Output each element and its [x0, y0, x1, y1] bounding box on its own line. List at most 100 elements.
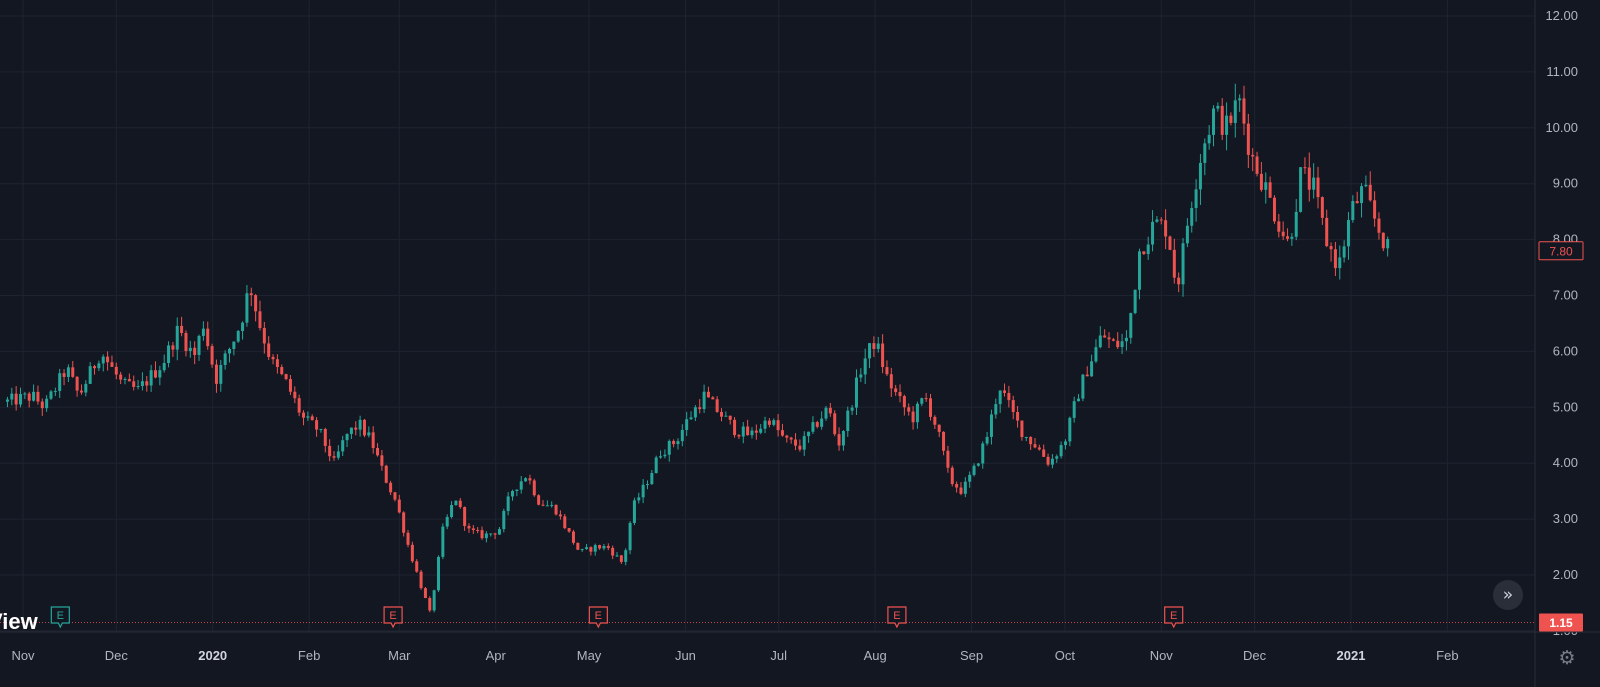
- candle-body: [1194, 189, 1198, 209]
- y-tick-label: 10.00: [1545, 120, 1578, 135]
- candle-body: [1360, 186, 1364, 204]
- candle-body: [894, 388, 898, 393]
- candle-body: [976, 463, 980, 466]
- candle-body: [367, 432, 371, 436]
- candle-body: [506, 496, 510, 511]
- candle-body: [1333, 249, 1337, 269]
- candle-body: [158, 370, 162, 378]
- candle-body: [863, 358, 867, 375]
- candle-body: [907, 407, 911, 412]
- candle-body: [807, 431, 811, 437]
- candle-body: [1098, 335, 1102, 348]
- candle-body: [1264, 182, 1268, 190]
- candle-body: [49, 391, 53, 399]
- candle-body: [1050, 458, 1054, 465]
- candle-body: [132, 381, 136, 387]
- x-tick-label: Jun: [675, 648, 696, 663]
- candle-body: [140, 381, 144, 387]
- candle-body: [1246, 123, 1250, 155]
- candle-body: [358, 419, 362, 430]
- candle-body: [689, 417, 693, 420]
- candle-body: [223, 353, 227, 365]
- candle-body: [1373, 200, 1377, 219]
- candle-body: [476, 530, 480, 532]
- candle-body: [1377, 218, 1381, 233]
- candle-body: [463, 507, 467, 526]
- candle-body: [362, 419, 366, 436]
- candle-body: [637, 497, 641, 501]
- candle-body: [297, 398, 301, 413]
- candle-body: [1277, 221, 1281, 232]
- candle-body: [201, 328, 205, 336]
- candle-body: [214, 364, 218, 384]
- candle-body: [1181, 243, 1185, 285]
- x-tick-label: Dec: [105, 648, 129, 663]
- candle-body: [1381, 232, 1385, 249]
- candle-body: [942, 431, 946, 451]
- candle-body: [458, 500, 462, 508]
- candle-body: [1268, 182, 1272, 198]
- candle-body: [480, 530, 484, 539]
- candle-body: [519, 481, 523, 490]
- candle-body: [593, 545, 597, 552]
- y-tick-label: 2.00: [1553, 567, 1578, 582]
- candle-body: [846, 410, 850, 432]
- candle-body: [167, 345, 171, 364]
- candle-body: [184, 333, 188, 351]
- candle-body: [162, 363, 166, 371]
- y-tick-label: 11.00: [1546, 64, 1578, 79]
- candle-body: [1190, 208, 1194, 226]
- candle-body: [972, 465, 976, 475]
- scroll-to-realtime-button[interactable]: »: [1493, 580, 1523, 610]
- candle-body: [1316, 177, 1320, 198]
- candle-body: [833, 413, 837, 435]
- earnings-marker-label: E: [893, 610, 900, 622]
- candle-body: [606, 546, 610, 548]
- candle-body: [32, 391, 36, 401]
- candle-body: [354, 427, 358, 430]
- gear-icon[interactable]: ⚙: [1558, 647, 1576, 669]
- candle-body: [502, 510, 506, 530]
- candle-body: [493, 533, 497, 535]
- grid: [0, 0, 1535, 632]
- candle-body: [989, 414, 993, 437]
- candle-body: [410, 544, 414, 562]
- candle-body: [1207, 134, 1211, 144]
- candle-body: [785, 435, 789, 438]
- candle-body: [1081, 374, 1085, 399]
- candle-body: [467, 525, 471, 529]
- candle-body: [824, 407, 828, 419]
- candle-body: [1299, 167, 1303, 212]
- candle-body: [585, 547, 589, 550]
- candle-body: [872, 343, 876, 349]
- candle-body: [1151, 221, 1155, 245]
- candle-body: [680, 429, 684, 442]
- candle-body: [859, 374, 863, 378]
- candle-body: [1368, 184, 1372, 201]
- earnings-marker: [1164, 606, 1184, 629]
- candle-body: [1029, 437, 1033, 445]
- candle-body: [911, 411, 915, 423]
- x-tick-label: Nov: [1150, 648, 1174, 663]
- candle-body: [955, 484, 959, 488]
- candle-body: [1059, 445, 1063, 457]
- candle-body: [820, 418, 824, 427]
- candle-body: [419, 571, 423, 589]
- candle-body: [45, 398, 49, 409]
- reference-price-label: 1.15: [1549, 616, 1573, 630]
- candle-body: [933, 416, 937, 425]
- last-price-label: 7.80: [1549, 244, 1573, 258]
- candle-body: [1129, 313, 1133, 338]
- candle-body: [1259, 173, 1263, 190]
- candle-body: [180, 325, 184, 334]
- candle-body: [1020, 420, 1024, 438]
- candle-body: [14, 393, 18, 405]
- candle-body: [397, 499, 401, 513]
- candle-body: [602, 546, 606, 549]
- candle-body: [171, 345, 175, 350]
- candle-body: [720, 411, 724, 417]
- x-tick-label: Nov: [11, 648, 35, 663]
- x-tick-label: Mar: [388, 648, 411, 663]
